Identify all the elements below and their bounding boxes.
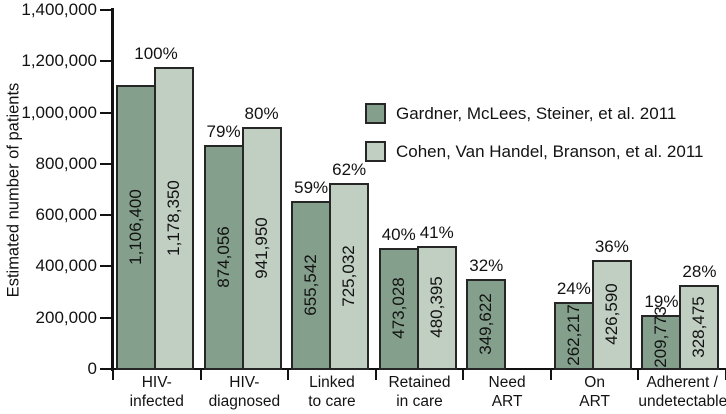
x-tick-mark [199, 369, 202, 380]
bar-pct-label: 59% [294, 177, 329, 197]
bar-value-label: 349,622 [476, 293, 496, 355]
x-category-label: On ART [551, 374, 639, 411]
bar-value-label: 1,178,350 [164, 180, 183, 256]
y-tick-mark [100, 265, 113, 268]
bar [154, 66, 194, 370]
bar-value-label: 328,475 [689, 296, 709, 358]
y-tick-label: 0 [87, 359, 97, 378]
bar-pct-label: 24% [556, 278, 591, 298]
bar-value-label: 426,590 [601, 283, 621, 346]
x-category-line: Adherent / [646, 374, 718, 391]
bar-value-label: 480,395 [426, 276, 446, 339]
legend-label-cohen: Cohen, Van Handel, Branson, et al. 2011 [396, 141, 704, 161]
x-category-line: to care [308, 392, 356, 410]
bar-pct-label: 19% [644, 292, 679, 312]
bar-pct-label: 79% [206, 121, 241, 141]
bar-value-label: 1,106,400 [126, 189, 145, 265]
y-axis-line [111, 8, 114, 371]
x-tick-mark [374, 369, 377, 380]
y-tick-label: 1,400,000 [21, 0, 97, 19]
y-tick-mark [100, 60, 113, 63]
y-tick-mark [100, 111, 113, 114]
x-category-line: in care [396, 392, 443, 410]
x-tick-mark [462, 369, 465, 380]
x-category-label: Adherent / undetectable [638, 374, 726, 411]
bar-value-label: 262,217 [563, 304, 583, 367]
y-tick-mark [100, 368, 113, 370]
legend: Gardner, McLees, Steiner, et al. 2011 Co… [365, 103, 703, 162]
y-tick-label: 1,000,000 [21, 102, 97, 122]
legend-item-cohen: Cohen, Van Handel, Branson, et al. 2011 [365, 141, 703, 162]
x-category-line: undetectable [638, 392, 726, 410]
y-tick-label: 600,000 [35, 205, 97, 225]
bar [416, 245, 457, 370]
legend-item-gardner: Gardner, McLees, Steiner, et al. 2011 [365, 103, 703, 124]
x-category-line: infected [129, 392, 184, 410]
bar [291, 200, 332, 370]
bar-pct-label: 80% [244, 104, 279, 124]
x-category-line: diagnosed [208, 392, 281, 410]
bar [116, 85, 156, 370]
bar [329, 183, 370, 370]
x-category-label: Retained in care [376, 374, 464, 411]
bar [641, 315, 682, 370]
x-category-line: Linked [309, 374, 355, 391]
bar [466, 279, 507, 370]
x-category-line: ART [491, 392, 523, 410]
y-tick-mark [100, 9, 113, 11]
legend-swatch-cohen-icon [365, 141, 386, 162]
legend-label-gardner: Gardner, McLees, Steiner, et al. 2011 [396, 103, 677, 123]
x-tick-mark [287, 369, 290, 380]
x-category-line: ART [579, 392, 610, 410]
bar [679, 284, 720, 370]
x-category-label: Need ART [463, 374, 551, 411]
legend-swatch-gardner-icon [365, 103, 386, 124]
x-category-label: HIV-infected [113, 374, 201, 411]
bar [553, 301, 594, 370]
bar-value-label: 655,542 [301, 254, 321, 316]
x-tick-mark [112, 369, 114, 380]
x-category-line: HIV- [229, 374, 260, 391]
bar-pct-label: 36% [594, 236, 629, 256]
y-tick-label: 800,000 [35, 153, 97, 173]
bar-value-label: 874,056 [213, 226, 233, 288]
bar-value-label: 941,950 [251, 217, 271, 279]
x-category-line: Need [488, 374, 526, 391]
x-category-line: Retained [388, 374, 451, 391]
bar-pct-label: 28% [682, 261, 717, 281]
y-tick-mark [100, 316, 113, 319]
y-tick-label: 1,200,000 [21, 51, 97, 71]
y-tick-label: 400,000 [35, 256, 97, 276]
x-category-line: On [584, 374, 605, 391]
bar-pct-label: 41% [419, 222, 454, 242]
bar-pct-label: 40% [381, 224, 416, 244]
bar [591, 259, 632, 370]
bar-value-label: 209,773 [651, 306, 671, 369]
x-category-line: HIV- [141, 374, 172, 391]
x-tick-mark [637, 369, 640, 380]
y-tick-mark [100, 162, 113, 165]
x-category-label: HIV-diagnosed [201, 374, 289, 411]
bar [203, 144, 244, 370]
y-tick-label: 200,000 [35, 307, 97, 327]
bar-pct-label: 62% [332, 160, 367, 180]
bar [241, 127, 282, 370]
bar-value-label: 725,032 [339, 245, 359, 307]
group-pct-label: 100% [134, 43, 178, 63]
x-category-label: Linked to care [288, 374, 376, 411]
bar-value-label: 473,028 [388, 277, 408, 340]
y-tick-mark [100, 214, 113, 217]
x-tick-mark [549, 369, 552, 380]
bar-pct-label: 32% [469, 256, 504, 276]
